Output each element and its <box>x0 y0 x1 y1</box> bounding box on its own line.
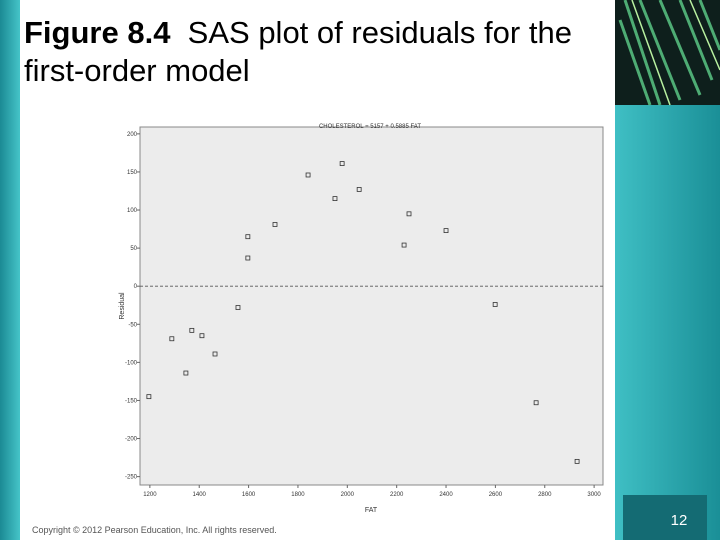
point <box>146 394 152 400</box>
x-tick-label: 3000 <box>587 492 601 498</box>
title-label: Figure 8.4 <box>24 15 171 50</box>
chart-title: CHOLESTEROL = 5157 + 0.5885 FAT <box>319 124 421 130</box>
plot-area <box>139 126 604 486</box>
y-tick-label: -150 <box>125 398 138 404</box>
point <box>245 234 251 240</box>
y-tick-label: 200 <box>127 132 138 138</box>
point <box>212 351 218 357</box>
y-tick-label: -200 <box>125 437 138 443</box>
point <box>332 196 338 202</box>
page-number: 12 <box>671 512 688 529</box>
slide-title: Figure 8.4 SAS plot of residuals for the… <box>24 14 614 90</box>
x-tick-label: 2600 <box>489 492 503 498</box>
x-tick-label: 1200 <box>143 492 157 498</box>
left-band <box>0 0 20 540</box>
point <box>443 228 449 233</box>
page-number-box <box>623 495 707 540</box>
point <box>235 305 241 310</box>
point <box>401 242 407 248</box>
point <box>339 161 345 166</box>
point <box>492 302 498 307</box>
title-text: SAS plot of residuals for the first-orde… <box>24 15 572 88</box>
y-tick-label: -100 <box>125 360 138 366</box>
x-tick-label: 2400 <box>439 492 453 498</box>
point <box>245 255 251 261</box>
point <box>272 222 278 227</box>
y-tick-label: 50 <box>130 246 137 252</box>
point <box>189 327 195 333</box>
copyright: Copyright © 2012 Pearson Education, Inc.… <box>32 525 277 535</box>
y-axis-label: Residual <box>119 292 126 320</box>
point <box>305 172 311 178</box>
y-tick-label: 150 <box>127 170 138 176</box>
x-tick-label: 1600 <box>242 492 256 498</box>
y-tick-label: 0 <box>134 284 138 290</box>
point <box>574 458 580 464</box>
y-tick-label: 100 <box>127 208 138 214</box>
x-axis-label: FAT <box>365 507 378 514</box>
x-tick-label: 2000 <box>341 492 355 498</box>
point <box>183 370 189 376</box>
x-tick-label: 2200 <box>390 492 404 498</box>
decoration <box>615 0 720 106</box>
x-tick-label: 2800 <box>538 492 552 498</box>
point <box>533 400 539 406</box>
y-tick-label: -250 <box>125 475 138 481</box>
x-tick-label: 1800 <box>291 492 305 498</box>
point <box>356 187 362 192</box>
point <box>169 336 175 342</box>
point <box>199 333 205 339</box>
point <box>406 211 412 217</box>
y-tick-label: -50 <box>128 322 137 328</box>
title-box: Figure 8.4 SAS plot of residuals for the… <box>24 14 614 90</box>
x-tick-label: 1400 <box>193 492 207 498</box>
